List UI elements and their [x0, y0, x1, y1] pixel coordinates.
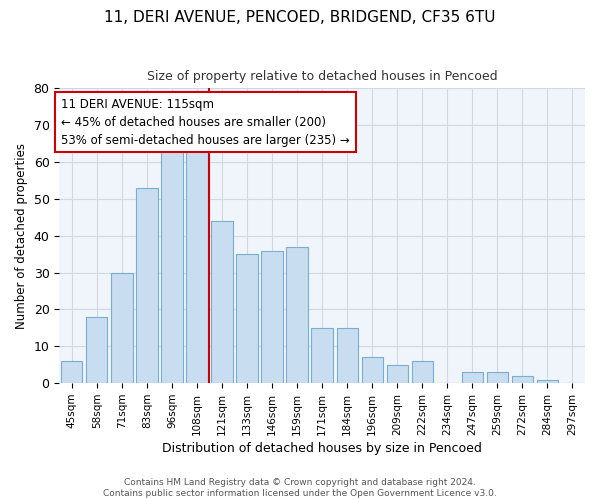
Bar: [311, 328, 333, 383]
Bar: [512, 376, 533, 383]
Bar: [111, 272, 133, 383]
Bar: [61, 361, 82, 383]
Bar: [462, 372, 483, 383]
Bar: [262, 250, 283, 383]
Text: Contains HM Land Registry data © Crown copyright and database right 2024.
Contai: Contains HM Land Registry data © Crown c…: [103, 478, 497, 498]
Bar: [286, 247, 308, 383]
Bar: [487, 372, 508, 383]
Bar: [412, 361, 433, 383]
Text: 11 DERI AVENUE: 115sqm
← 45% of detached houses are smaller (200)
53% of semi-de: 11 DERI AVENUE: 115sqm ← 45% of detached…: [61, 98, 350, 146]
Bar: [337, 328, 358, 383]
Bar: [236, 254, 257, 383]
Text: 11, DERI AVENUE, PENCOED, BRIDGEND, CF35 6TU: 11, DERI AVENUE, PENCOED, BRIDGEND, CF35…: [104, 10, 496, 25]
Bar: [211, 221, 233, 383]
X-axis label: Distribution of detached houses by size in Pencoed: Distribution of detached houses by size …: [162, 442, 482, 455]
Bar: [362, 358, 383, 383]
Bar: [386, 365, 408, 383]
Bar: [537, 380, 558, 383]
Bar: [136, 188, 158, 383]
Title: Size of property relative to detached houses in Pencoed: Size of property relative to detached ho…: [147, 70, 497, 83]
Bar: [161, 140, 182, 383]
Bar: [86, 317, 107, 383]
Bar: [187, 151, 208, 383]
Y-axis label: Number of detached properties: Number of detached properties: [15, 143, 28, 329]
